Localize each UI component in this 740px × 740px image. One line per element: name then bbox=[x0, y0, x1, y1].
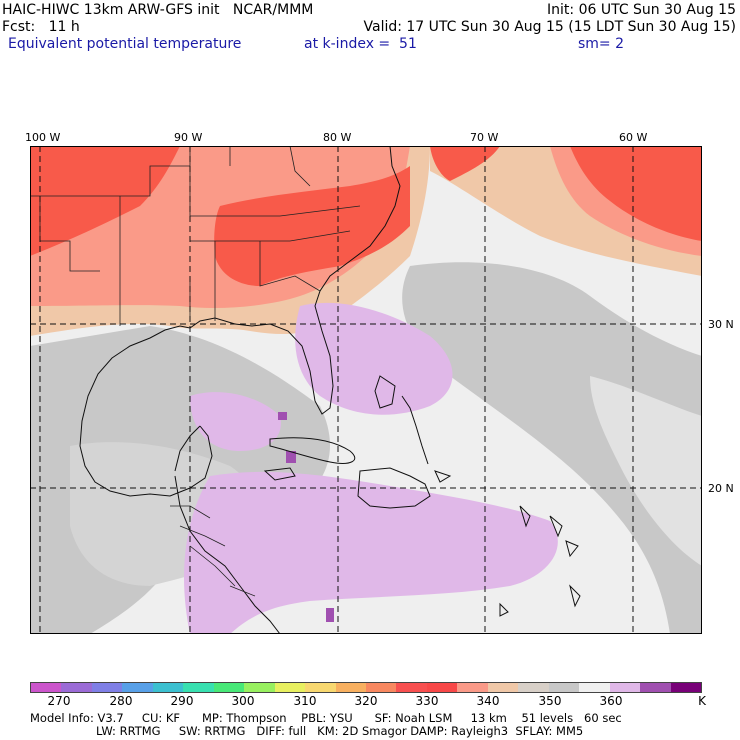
footer-model-info: Model Info: V3.7 CU: KF MP: Thompson PBL… bbox=[30, 711, 622, 725]
gray-region-east bbox=[402, 262, 702, 634]
colorbar-swatch bbox=[305, 683, 336, 692]
purple-patch bbox=[326, 608, 334, 622]
colorbar-swatch bbox=[579, 683, 610, 692]
field-name: Equivalent potential temperature bbox=[8, 36, 242, 52]
colorbar-swatch bbox=[426, 683, 458, 692]
lavender-region-florida-straits bbox=[295, 302, 453, 415]
header-forecast-hour: Fcst: 11 h bbox=[2, 19, 80, 35]
lon-label-100w: 100 W bbox=[25, 131, 61, 144]
lavender-region-central bbox=[190, 392, 281, 451]
colorbar-swatch bbox=[548, 683, 580, 692]
colorbar-swatch bbox=[487, 683, 519, 692]
colorbar-tick-350: 350 bbox=[538, 694, 562, 708]
colorbar-swatch bbox=[365, 683, 397, 692]
colorbar-swatch bbox=[152, 683, 184, 692]
lon-label-90w: 90 W bbox=[174, 131, 203, 144]
colorbar-tick-280: 280 bbox=[109, 694, 133, 708]
red-region-us-east bbox=[214, 166, 410, 286]
colorbar-swatch bbox=[213, 683, 245, 692]
colorbar-swatch bbox=[31, 683, 62, 692]
red-region-atlantic-north bbox=[430, 146, 500, 181]
colorbar-swatch bbox=[122, 683, 153, 692]
lat-label-20n: 20 N bbox=[708, 482, 734, 495]
map-border bbox=[30, 146, 702, 634]
colorbar-swatch bbox=[183, 683, 214, 692]
colorbar-swatch bbox=[274, 683, 306, 692]
colorbar-swatch bbox=[640, 683, 671, 692]
colorbar-tick-310: 310 bbox=[293, 694, 317, 708]
field-level: at k-index = 51 bbox=[304, 36, 417, 52]
colorbar-tick-330: 330 bbox=[415, 694, 439, 708]
lavender-region-caribbean bbox=[184, 471, 558, 634]
colorbar-tick-360: 360 bbox=[599, 694, 623, 708]
header-init-time: Init: 06 UTC Sun 30 Aug 15 bbox=[547, 2, 736, 18]
header-title: HAIC-HIWC 13km ARW-GFS init NCAR/MMM bbox=[2, 2, 314, 18]
lat-label-30n: 30 N bbox=[708, 318, 734, 331]
colorbar-tick-290: 290 bbox=[170, 694, 194, 708]
gray-region-east-inner bbox=[590, 376, 702, 566]
colorbar-tick-270: 270 bbox=[47, 694, 71, 708]
purple-patch bbox=[278, 412, 287, 420]
colorbar-swatch bbox=[609, 683, 641, 692]
graticule bbox=[30, 146, 702, 634]
purple-patch bbox=[286, 451, 296, 463]
lon-label-70w: 70 W bbox=[470, 131, 499, 144]
colorbar-swatch bbox=[61, 683, 92, 692]
colorbar-tick-340: 340 bbox=[476, 694, 500, 708]
lon-label-80w: 80 W bbox=[323, 131, 352, 144]
field-smoothing: sm= 2 bbox=[578, 36, 625, 52]
colorbar-tick-320: 320 bbox=[354, 694, 378, 708]
colorbar-swatch bbox=[396, 683, 427, 692]
lon-label-60w: 60 W bbox=[619, 131, 648, 144]
colorbar-swatch bbox=[244, 683, 275, 692]
colorbar-swatch bbox=[670, 683, 701, 692]
colorbar-unit: K bbox=[698, 694, 706, 708]
colorbar-swatch bbox=[91, 683, 123, 692]
color-scale-bar bbox=[30, 682, 702, 693]
colorbar-swatch bbox=[457, 683, 488, 692]
theta-e-map bbox=[30, 146, 702, 634]
header-valid-time: Valid: 17 UTC Sun 30 Aug 15 (15 LDT Sun … bbox=[363, 19, 737, 35]
footer-physics-info: LW: RRTMG SW: RRTMG DIFF: full KM: 2D Sm… bbox=[96, 724, 584, 738]
colorbar-tick-300: 300 bbox=[231, 694, 255, 708]
colorbar-swatch bbox=[518, 683, 549, 692]
red-region-atlantic bbox=[570, 146, 702, 241]
colorbar-swatch bbox=[335, 683, 366, 692]
red-region-us-west bbox=[30, 146, 180, 256]
